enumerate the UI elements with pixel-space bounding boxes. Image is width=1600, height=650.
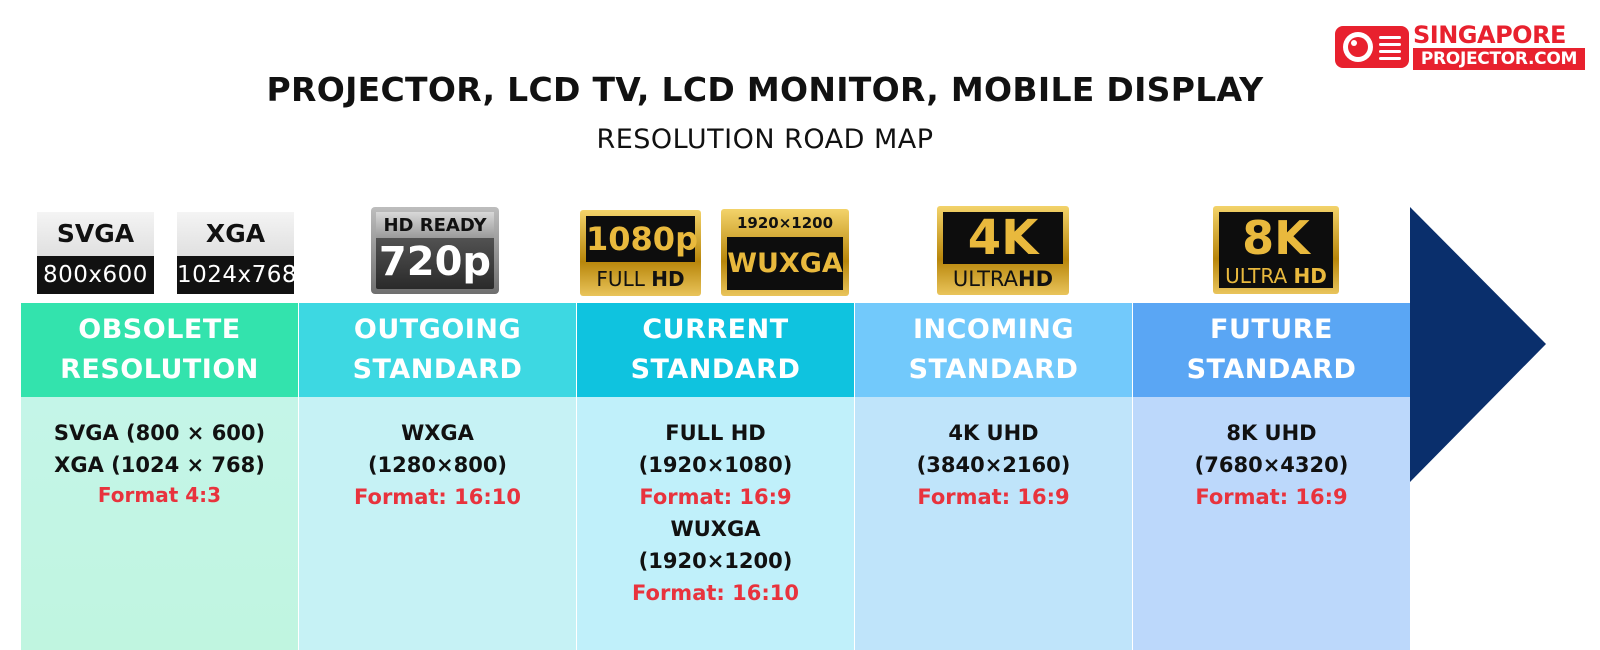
resolution-line: WXGA: [401, 421, 474, 445]
resolution-line: 4K UHD: [948, 421, 1039, 445]
column-body: 4K UHD (3840×2160) Format: 16:9: [855, 397, 1132, 650]
svga-badge-resolution: 800x600: [37, 256, 154, 294]
column-header: INCOMING STANDARD: [855, 303, 1132, 397]
column-current: CURRENT STANDARD FULL HD (1920×1080) For…: [577, 303, 854, 650]
column-header-line: STANDARD: [908, 354, 1079, 385]
resolution-line: XGA (1024 × 768): [54, 453, 265, 477]
resolution-line: (3840×2160): [916, 453, 1071, 477]
1080p-label: 1080p: [586, 220, 698, 258]
logo-text-bottom: PROJECTOR.COM: [1413, 48, 1585, 70]
resolution-line: (1920×1200): [638, 549, 793, 573]
roadmap-arrow-head: [1410, 207, 1546, 482]
720p-label: 720p: [378, 239, 492, 285]
ultra-label: ULTRA: [952, 267, 1019, 291]
resolution-line: (1280×800): [367, 453, 508, 477]
hd-label: HD: [1293, 264, 1327, 288]
hd-ready-720p-badge: HD READY 720p: [371, 207, 499, 294]
8k-label: 8K: [1242, 211, 1310, 265]
column-header: CURRENT STANDARD: [577, 303, 854, 397]
logo-text-top: SINGAPORE: [1413, 21, 1566, 49]
aspect-format: Format: 16:10: [632, 581, 799, 605]
resolution-line: SVGA (800 × 600): [53, 421, 266, 445]
full-label: FULL: [596, 267, 652, 291]
column-incoming: INCOMING STANDARD 4K UHD (3840×2160) For…: [855, 303, 1132, 650]
column-header-line: STANDARD: [352, 354, 523, 385]
column-header-line: STANDARD: [630, 354, 801, 385]
column-header-line: OBSOLETE: [78, 314, 241, 345]
column-header-line: INCOMING: [912, 314, 1075, 345]
resolution-line: (1920×1080): [638, 453, 793, 477]
column-future: FUTURE STANDARD 8K UHD (7680×4320) Forma…: [1133, 303, 1410, 650]
aspect-format: Format 4:3: [97, 483, 222, 507]
xga-badge: XGA 1024x768: [177, 212, 294, 294]
column-header-line: STANDARD: [1186, 354, 1357, 385]
wuxga-resolution-label: 1920×1200: [736, 214, 834, 232]
wuxga-badge: 1920×1200 WUXGA: [721, 209, 849, 296]
resolution-line: FULL HD: [665, 421, 766, 445]
column-body: 8K UHD (7680×4320) Format: 16:9: [1133, 397, 1410, 650]
xga-badge-resolution: 1024x768: [177, 256, 294, 294]
column-header: OBSOLETE RESOLUTION: [21, 303, 298, 397]
ultra-label: ULTRA: [1225, 264, 1294, 288]
resolution-line: 8K UHD: [1226, 421, 1317, 445]
brand-logo[interactable]: SINGAPORE PROJECTOR.COM: [1335, 22, 1585, 72]
column-header-line: FUTURE: [1210, 314, 1333, 345]
xga-badge-label: XGA: [205, 219, 266, 248]
aspect-format: Format: 16:9: [917, 485, 1070, 509]
page-title: PROJECTOR, LCD TV, LCD MONITOR, MOBILE D…: [266, 70, 1264, 109]
full-hd-1080p-badge: 1080p FULL HD: [580, 210, 701, 296]
column-header: OUTGOING STANDARD: [299, 303, 576, 397]
column-divider: [576, 303, 577, 650]
column-divider: [1132, 303, 1133, 650]
resolution-line: WUXGA: [670, 517, 761, 541]
column-header: FUTURE STANDARD: [1133, 303, 1410, 397]
aspect-format: Format: 16:9: [1195, 485, 1348, 509]
4k-ultra-hd-badge: 4K ULTRAHD: [937, 206, 1069, 295]
projector-icon: [1335, 26, 1409, 68]
page-subtitle: RESOLUTION ROAD MAP: [596, 124, 934, 155]
column-body: FULL HD (1920×1080) Format: 16:9 WUXGA (…: [577, 397, 854, 650]
hd-label: HD: [1018, 267, 1054, 291]
hd-label: HD: [651, 267, 685, 291]
column-body: WXGA (1280×800) Format: 16:10: [299, 397, 576, 650]
column-divider: [854, 303, 855, 650]
aspect-format: Format: 16:9: [639, 485, 792, 509]
resolution-line: (7680×4320): [1194, 453, 1349, 477]
8k-ultra-hd-badge: 8K ULTRA HD: [1213, 206, 1339, 294]
column-header-line: RESOLUTION: [60, 354, 259, 385]
column-header-line: CURRENT: [642, 314, 789, 345]
aspect-format: Format: 16:10: [354, 485, 521, 509]
column-divider: [298, 303, 299, 650]
column-body: SVGA (800 × 600) XGA (1024 × 768) Format…: [21, 397, 298, 650]
svga-badge-label: SVGA: [56, 219, 135, 248]
column-outgoing: OUTGOING STANDARD WXGA (1280×800) Format…: [299, 303, 576, 650]
hd-ready-label: HD READY: [376, 212, 494, 238]
4k-label: 4K: [967, 210, 1039, 266]
column-obsolete: OBSOLETE RESOLUTION SVGA (800 × 600) XGA…: [21, 303, 298, 650]
column-header-line: OUTGOING: [353, 314, 522, 345]
wuxga-label: WUXGA: [727, 248, 843, 279]
svga-badge: SVGA 800x600: [37, 212, 154, 294]
